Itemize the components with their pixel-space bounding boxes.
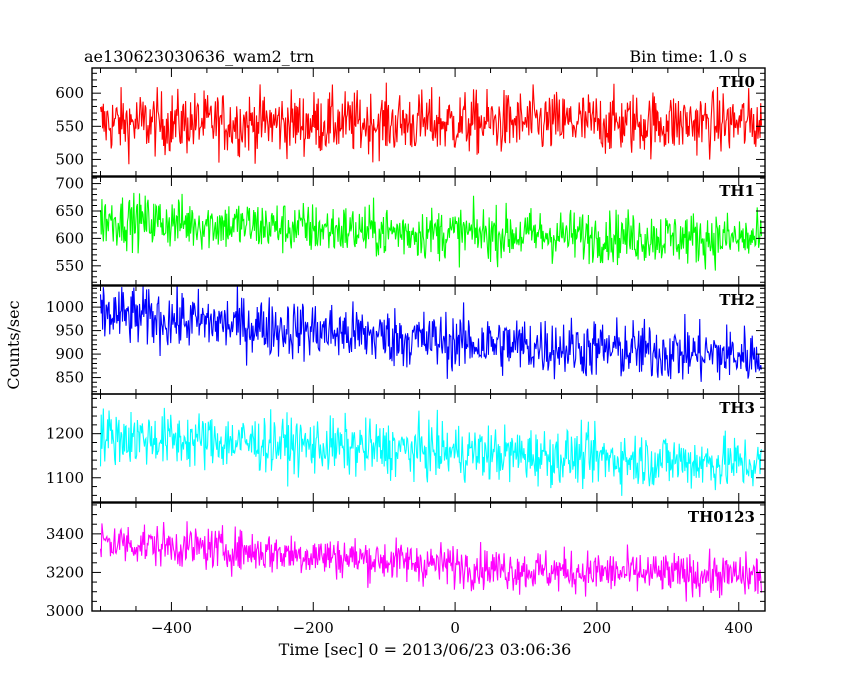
- x-ticks: [100, 394, 740, 502]
- y-ticks: [92, 177, 765, 283]
- panel-label-th2: TH2: [719, 291, 755, 309]
- x-tick-label: 200: [583, 619, 612, 637]
- x-tick-label: −400: [151, 619, 192, 637]
- y-tick-label: 1100: [46, 469, 84, 487]
- panel-th1: 550 600 650 700 TH1: [55, 175, 766, 286]
- y-ticks: [92, 504, 765, 612]
- panel-th2: 850 900 950 1000 TH2: [46, 285, 766, 395]
- y-tick-label: 850: [55, 369, 84, 387]
- panel-label-th3: TH3: [719, 399, 755, 417]
- y-tick-label: 500: [55, 150, 84, 168]
- panels-group: 500 550 600 TH0 550 600 650 700 TH1 850 900 950 1000…: [46, 67, 766, 637]
- x-tick-label: 400: [724, 619, 753, 637]
- x-ticks: [100, 286, 740, 394]
- y-tick-label: 600: [55, 229, 84, 247]
- y-tick-label: 550: [55, 117, 84, 135]
- panel-frame: [91, 176, 766, 286]
- panel-th0: 500 550 600 TH0: [55, 67, 766, 177]
- y-tick-label: 950: [55, 322, 84, 340]
- series-line-th3: [99, 407, 762, 496]
- y-tick-label: 1000: [46, 298, 84, 316]
- x-ticks: [100, 68, 740, 176]
- series-line-th0123: [99, 521, 762, 602]
- x-axis-label: Time [sec] 0 = 2013/06/23 03:06:36: [279, 640, 572, 659]
- series-line-th1: [99, 192, 762, 271]
- y-axis-label: Counts/sec: [4, 300, 23, 389]
- x-ticks: [100, 177, 740, 285]
- x-ticks: [100, 503, 740, 611]
- y-ticks: [92, 397, 765, 496]
- bin-time-label: Bin time: 1.0 s: [629, 47, 747, 66]
- x-tick-label: 0: [450, 619, 460, 637]
- y-tick-label: 3400: [46, 525, 84, 543]
- panel-th0123: 3000 3200 3400 TH0123: [46, 502, 766, 620]
- y-ticks: [92, 287, 765, 393]
- panel-label-th0: TH0: [719, 73, 755, 91]
- y-tick-label: 900: [55, 345, 84, 363]
- panel-frame: [91, 67, 766, 177]
- y-tick-label: 3200: [46, 563, 84, 581]
- y-tick-label: 700: [55, 175, 84, 193]
- y-tick-label: 650: [55, 202, 84, 220]
- panel-label-th0123: TH0123: [688, 508, 755, 526]
- panel-label-th1: TH1: [719, 182, 755, 200]
- series-line-th2: [99, 286, 762, 382]
- y-tick-label: 3000: [46, 602, 84, 620]
- y-tick-label: 600: [55, 84, 84, 102]
- y-ticks: [92, 72, 765, 174]
- series-line-th0: [99, 82, 762, 165]
- panel-frame: [91, 502, 766, 612]
- x-tick-label: −200: [293, 619, 334, 637]
- panel-th3: 1100 1200 TH3: [46, 393, 766, 503]
- y-tick-label: 550: [55, 257, 84, 275]
- chart-title: ae130623030636_wam2_trn: [84, 47, 314, 66]
- y-tick-label: 1200: [46, 425, 84, 443]
- panel-frame: [91, 393, 766, 503]
